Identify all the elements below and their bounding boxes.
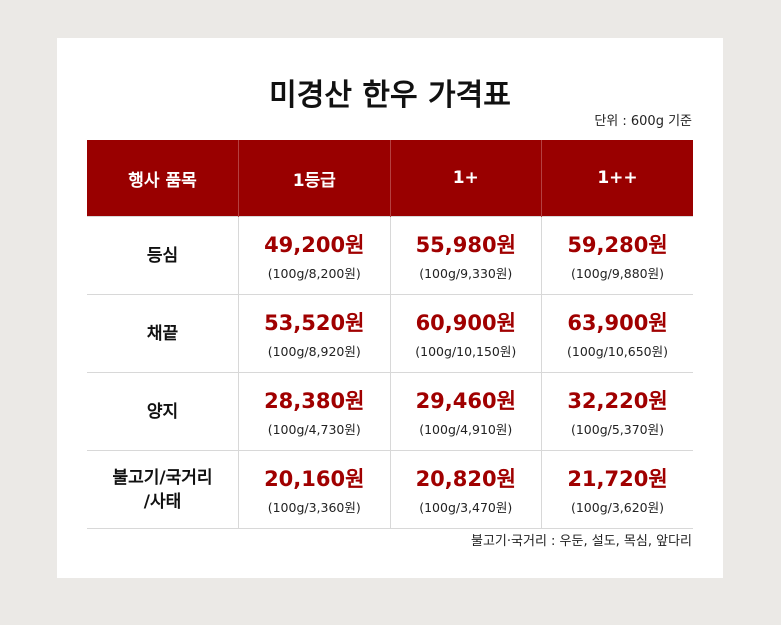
price-cell: 49,200원 (100g/8,200원)	[238, 216, 390, 295]
item-cell: 등심	[87, 216, 239, 295]
price: 28,380원	[264, 389, 365, 413]
price: 63,900원	[567, 311, 668, 335]
per-100g: (100g/10,650원)	[567, 344, 668, 359]
per-100g: (100g/10,150원)	[415, 344, 517, 359]
price-cell: 63,900원 (100g/10,650원)	[541, 294, 693, 373]
price: 59,280원	[567, 233, 668, 257]
column-header: 1++	[541, 140, 693, 217]
item-cell: 불고기/국거리 /사태	[87, 450, 239, 529]
price: 60,900원	[415, 311, 516, 335]
per-100g: (100g/4,730원)	[267, 422, 361, 437]
price-cell: 21,720원 (100g/3,620원)	[541, 450, 693, 529]
price: 55,980원	[415, 233, 516, 257]
price-cell: 20,160원 (100g/3,360원)	[238, 450, 390, 529]
item-cell: 채끝	[87, 294, 239, 373]
per-100g: (100g/4,910원)	[419, 422, 513, 437]
header-row: 행사 품목 1등급 1+ 1++	[87, 140, 693, 217]
price: 20,820원	[415, 467, 516, 491]
per-100g: (100g/9,330원)	[419, 266, 513, 281]
footnote: 불고기·국거리 : 우둔, 설도, 목심, 앞다리	[471, 534, 692, 549]
price-table: 행사 품목 1등급 1+ 1++ 등심 49,200원 (100g/8,200원) 55,9…	[87, 140, 693, 529]
per-100g: (100g/5,370원)	[570, 422, 665, 437]
price: 53,520원	[264, 311, 365, 335]
item-cell: 양지	[87, 372, 239, 451]
column-header: 1+	[389, 140, 542, 217]
price-card: 미경산 한우 가격표 단위 : 600g 기준 행사 품목 1등급 1+ 1++ 등심…	[57, 38, 723, 578]
title: 미경산 한우 가격표	[269, 78, 511, 113]
price-cell: 32,220원 (100g/5,370원)	[541, 372, 693, 451]
price: 32,220원	[567, 389, 668, 413]
per-100g: (100g/3,620원)	[570, 500, 665, 515]
unit-note: 단위 : 600g 기준	[594, 114, 692, 129]
column-header: 1등급	[238, 140, 390, 217]
per-100g: (100g/3,470원)	[419, 500, 513, 515]
price: 49,200원	[264, 233, 365, 257]
table-row: 등심 49,200원 (100g/8,200원) 55,980원 (100g/9,330…	[87, 216, 693, 295]
price-cell: 60,900원 (100g/10,150원)	[389, 294, 542, 373]
price-cell: 28,380원 (100g/4,730원)	[238, 372, 390, 451]
table-row: 채끝 53,520원 (100g/8,920원) 60,900원 (100g/10,15…	[87, 294, 693, 373]
price-cell: 55,980원 (100g/9,330원)	[389, 216, 542, 295]
per-100g: (100g/9,880원)	[570, 266, 665, 281]
table-row: 불고기/국거리 /사태 20,160원 (100g/3,360원) 20,820원 (1…	[87, 450, 693, 529]
price: 29,460원	[415, 389, 516, 413]
per-100g: (100g/8,200원)	[267, 266, 361, 281]
price: 20,160원	[264, 467, 365, 491]
column-header: 행사 품목	[87, 140, 239, 217]
price-cell: 29,460원 (100g/4,910원)	[389, 372, 542, 451]
price: 21,720원	[567, 467, 668, 491]
price-cell: 59,280원 (100g/9,880원)	[541, 216, 693, 295]
per-100g: (100g/3,360원)	[267, 500, 361, 515]
per-100g: (100g/8,920원)	[267, 344, 361, 359]
price-cell: 20,820원 (100g/3,470원)	[389, 450, 542, 529]
table-body: 등심 49,200원 (100g/8,200원) 55,980원 (100g/9,330…	[87, 216, 693, 529]
price-cell: 53,520원 (100g/8,920원)	[238, 294, 390, 373]
table-row: 양지 28,380원 (100g/4,730원) 29,460원 (100g/4,910…	[87, 372, 693, 451]
